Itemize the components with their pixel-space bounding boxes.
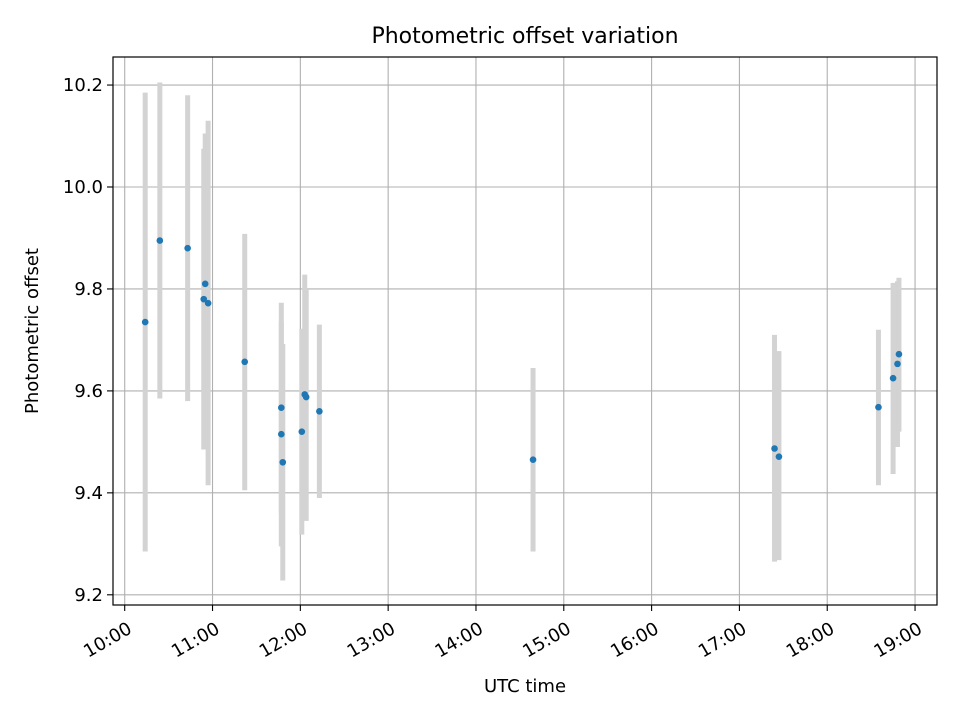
y-tick-label: 9.8: [74, 279, 103, 300]
data-point: [895, 350, 903, 358]
data-point: [894, 360, 901, 368]
x-axis-label: UTC time: [484, 676, 566, 697]
data-point: [184, 244, 191, 252]
data-point: [201, 280, 209, 288]
data-point: [775, 453, 783, 460]
data-point: [278, 430, 285, 438]
y-tick-label: 10.0: [63, 177, 103, 198]
data-point: [298, 428, 306, 435]
x-axis-ticks: 10:00 11:00 12:00 13:00 14:00 15:00 16:00 17:00…: [80, 605, 926, 662]
chart-title: Photometric offset variation: [371, 24, 678, 49]
data-point: [156, 237, 164, 244]
data-point: [529, 456, 537, 464]
data-point: [279, 458, 287, 466]
data-point: [302, 393, 310, 401]
y-axis-ticks: 9.2 9.4 9.6 9.8 10.0 10.2: [63, 75, 113, 606]
x-tick-label: 19:00: [871, 618, 926, 662]
data-point: [241, 358, 249, 366]
data-point: [204, 299, 212, 307]
data-point: [200, 295, 208, 303]
x-tick-label: 17:00: [695, 618, 750, 662]
data-point: [141, 318, 149, 326]
x-tick-label: 12:00: [256, 618, 311, 662]
data-point: [771, 445, 778, 452]
y-tick-label: 9.4: [74, 483, 103, 504]
x-tick-label: 10:00: [80, 618, 135, 662]
y-tick-label: 9.2: [74, 585, 103, 606]
x-tick-label: 11:00: [168, 618, 223, 662]
x-tick-label: 13:00: [344, 618, 399, 662]
data-point: [889, 374, 897, 382]
y-axis-label: Photometric offset: [22, 248, 43, 414]
x-tick-label: 15:00: [519, 618, 574, 662]
grid: [113, 57, 937, 605]
data-point: [316, 407, 323, 415]
x-tick-label: 16:00: [607, 618, 662, 662]
x-tick-label: 14:00: [431, 618, 486, 662]
plot-frame: [112, 56, 938, 606]
x-tick-label: 18:00: [783, 618, 838, 662]
data-point: [278, 404, 285, 412]
data-point: [875, 403, 882, 411]
data-points: [141, 237, 903, 466]
y-tick-label: 10.2: [63, 75, 103, 96]
error-bars: [142, 82, 902, 581]
y-tick-label: 9.6: [74, 381, 103, 402]
